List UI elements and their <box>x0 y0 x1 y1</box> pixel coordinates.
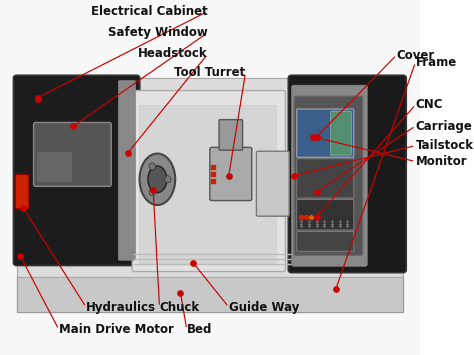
Text: Chuck: Chuck <box>159 301 200 313</box>
Text: Tool Turret: Tool Turret <box>174 66 246 79</box>
Polygon shape <box>17 277 403 312</box>
FancyBboxPatch shape <box>256 151 289 216</box>
Text: Main Drive Motor: Main Drive Motor <box>59 323 173 336</box>
FancyBboxPatch shape <box>288 75 406 273</box>
Text: CNC: CNC <box>416 98 443 111</box>
FancyBboxPatch shape <box>297 200 354 230</box>
FancyBboxPatch shape <box>139 105 276 264</box>
FancyBboxPatch shape <box>297 159 354 198</box>
Ellipse shape <box>139 153 175 205</box>
Polygon shape <box>17 78 403 277</box>
FancyBboxPatch shape <box>294 96 363 255</box>
FancyBboxPatch shape <box>34 122 111 186</box>
FancyBboxPatch shape <box>210 147 252 201</box>
FancyBboxPatch shape <box>297 231 354 251</box>
Text: Safety Window: Safety Window <box>108 26 208 39</box>
Text: Headstock: Headstock <box>138 48 208 60</box>
FancyBboxPatch shape <box>13 75 140 266</box>
Text: Bed: Bed <box>187 323 212 336</box>
Text: Electrical Cabinet: Electrical Cabinet <box>91 5 208 18</box>
Text: Hydraulics: Hydraulics <box>86 301 156 313</box>
FancyBboxPatch shape <box>331 111 351 155</box>
Ellipse shape <box>165 176 171 183</box>
Ellipse shape <box>148 166 167 192</box>
Text: Tailstock: Tailstock <box>416 139 474 152</box>
Text: Monitor: Monitor <box>416 155 467 168</box>
Text: Cover: Cover <box>397 49 435 61</box>
Text: Frame: Frame <box>416 56 457 69</box>
FancyBboxPatch shape <box>37 152 72 182</box>
FancyBboxPatch shape <box>292 85 367 266</box>
Text: Carriage: Carriage <box>416 120 473 132</box>
FancyBboxPatch shape <box>15 174 29 209</box>
Text: Guide Way: Guide Way <box>229 301 299 313</box>
FancyBboxPatch shape <box>0 0 419 355</box>
FancyBboxPatch shape <box>297 109 354 157</box>
FancyBboxPatch shape <box>219 120 243 150</box>
Ellipse shape <box>149 163 155 170</box>
Ellipse shape <box>149 189 155 196</box>
FancyBboxPatch shape <box>132 91 285 272</box>
FancyBboxPatch shape <box>118 81 136 260</box>
